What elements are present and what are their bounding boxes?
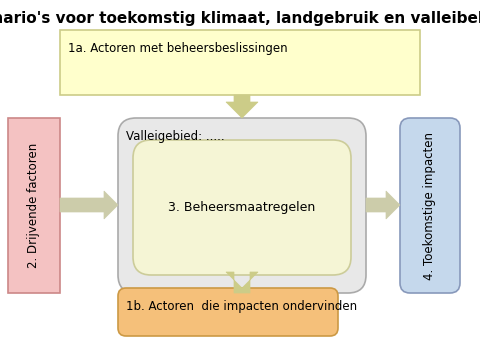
FancyBboxPatch shape — [118, 118, 366, 293]
Bar — [8, 118, 60, 293]
Text: 1a. Actoren met beheersbeslissingen: 1a. Actoren met beheersbeslissingen — [68, 42, 288, 55]
Polygon shape — [60, 191, 118, 219]
Text: 4. Toekomstige impacten: 4. Toekomstige impacten — [423, 131, 436, 279]
FancyBboxPatch shape — [133, 140, 351, 275]
Polygon shape — [366, 191, 400, 219]
FancyBboxPatch shape — [400, 118, 460, 293]
Bar — [60, 30, 420, 95]
Text: 1b. Actoren  die impacten ondervinden: 1b. Actoren die impacten ondervinden — [126, 300, 357, 313]
Text: 2. Drijvende factoren: 2. Drijvende factoren — [27, 143, 40, 268]
Polygon shape — [226, 95, 258, 118]
Text: Scenario's voor toekomstig klimaat, landgebruik en valleibeheer: Scenario's voor toekomstig klimaat, land… — [0, 10, 480, 26]
FancyBboxPatch shape — [118, 288, 338, 336]
Text: Valleigebied: .....: Valleigebied: ..... — [126, 130, 225, 143]
Text: 3. Beheersmaatregelen: 3. Beheersmaatregelen — [168, 201, 316, 214]
Polygon shape — [226, 272, 258, 293]
